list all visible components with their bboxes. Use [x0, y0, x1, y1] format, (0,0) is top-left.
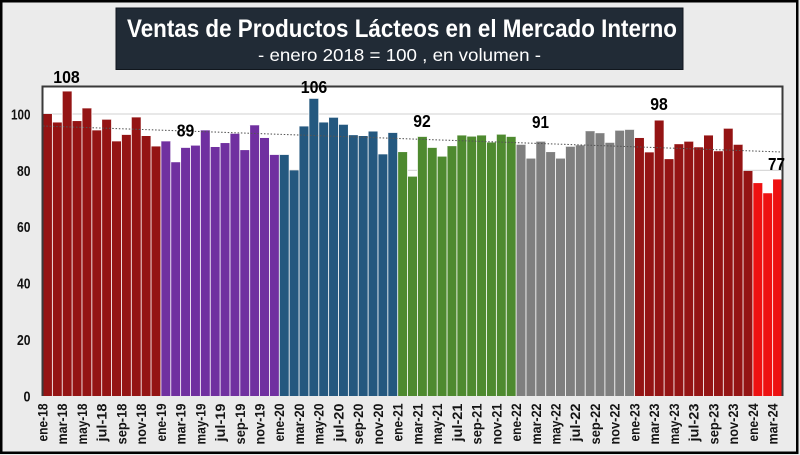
svg-text:108: 108: [53, 67, 80, 87]
svg-text:jul-20: jul-20: [330, 403, 346, 442]
svg-text:nov-18: nov-18: [133, 403, 149, 444]
svg-text:mar-24: mar-24: [765, 403, 781, 444]
svg-text:Ventas de Productos Lácteos en: Ventas de Productos Lácteos en el Mercad…: [127, 15, 677, 43]
svg-text:mar-20: mar-20: [291, 403, 307, 444]
svg-text:jul-22: jul-22: [567, 403, 583, 442]
svg-text:may-23: may-23: [666, 403, 682, 444]
svg-text:40: 40: [17, 276, 31, 293]
svg-text:77: 77: [768, 154, 785, 174]
svg-text:nov-21: nov-21: [488, 403, 504, 444]
svg-text:mar-23: mar-23: [646, 403, 662, 444]
svg-text:sep-20: sep-20: [350, 403, 366, 444]
svg-text:ene-18: ene-18: [34, 403, 50, 441]
svg-text:sep-21: sep-21: [469, 403, 485, 444]
svg-text:ene-19: ene-19: [153, 403, 169, 441]
svg-text:mar-21: mar-21: [409, 403, 425, 444]
svg-text:106: 106: [301, 77, 328, 97]
svg-text:0: 0: [24, 388, 31, 405]
svg-text:ene-22: ene-22: [508, 403, 524, 441]
svg-text:sep-18: sep-18: [113, 403, 129, 444]
svg-text:mar-19: mar-19: [173, 403, 189, 444]
svg-text:sep-22: sep-22: [587, 403, 603, 444]
svg-text:mar-22: mar-22: [528, 403, 544, 444]
svg-text:may-22: may-22: [548, 403, 564, 444]
svg-text:ene-20: ene-20: [271, 403, 287, 441]
svg-text:nov-22: nov-22: [607, 403, 623, 444]
svg-text:may-19: may-19: [192, 403, 208, 444]
svg-text:may-21: may-21: [429, 403, 445, 444]
svg-text:nov-20: nov-20: [370, 403, 386, 444]
svg-text:jul-18: jul-18: [94, 403, 110, 442]
svg-text:sep-19: sep-19: [232, 403, 248, 444]
svg-text:nov-19: nov-19: [252, 403, 268, 444]
svg-text:jul-19: jul-19: [212, 403, 228, 442]
svg-text:ene-23: ene-23: [626, 403, 642, 441]
svg-text:98: 98: [650, 94, 668, 114]
svg-text:nov-23: nov-23: [725, 403, 741, 444]
svg-text:jul-23: jul-23: [686, 403, 702, 442]
svg-text:80: 80: [17, 163, 31, 180]
svg-text:91: 91: [532, 112, 549, 132]
svg-text:ene-21: ene-21: [390, 403, 406, 441]
svg-text:ene-24: ene-24: [745, 403, 761, 441]
svg-text:20: 20: [17, 332, 31, 349]
svg-text:60: 60: [17, 219, 31, 236]
svg-text:- enero 2018 = 100 , en volume: - enero 2018 = 100 , en volumen -: [258, 45, 541, 65]
svg-text:may-18: may-18: [74, 403, 90, 444]
svg-text:92: 92: [413, 111, 431, 131]
svg-text:sep-23: sep-23: [705, 403, 721, 444]
svg-text:89: 89: [177, 121, 195, 141]
svg-text:may-20: may-20: [311, 403, 327, 444]
svg-text:jul-21: jul-21: [449, 403, 465, 442]
svg-text:mar-18: mar-18: [54, 403, 70, 444]
svg-text:100: 100: [11, 106, 31, 123]
